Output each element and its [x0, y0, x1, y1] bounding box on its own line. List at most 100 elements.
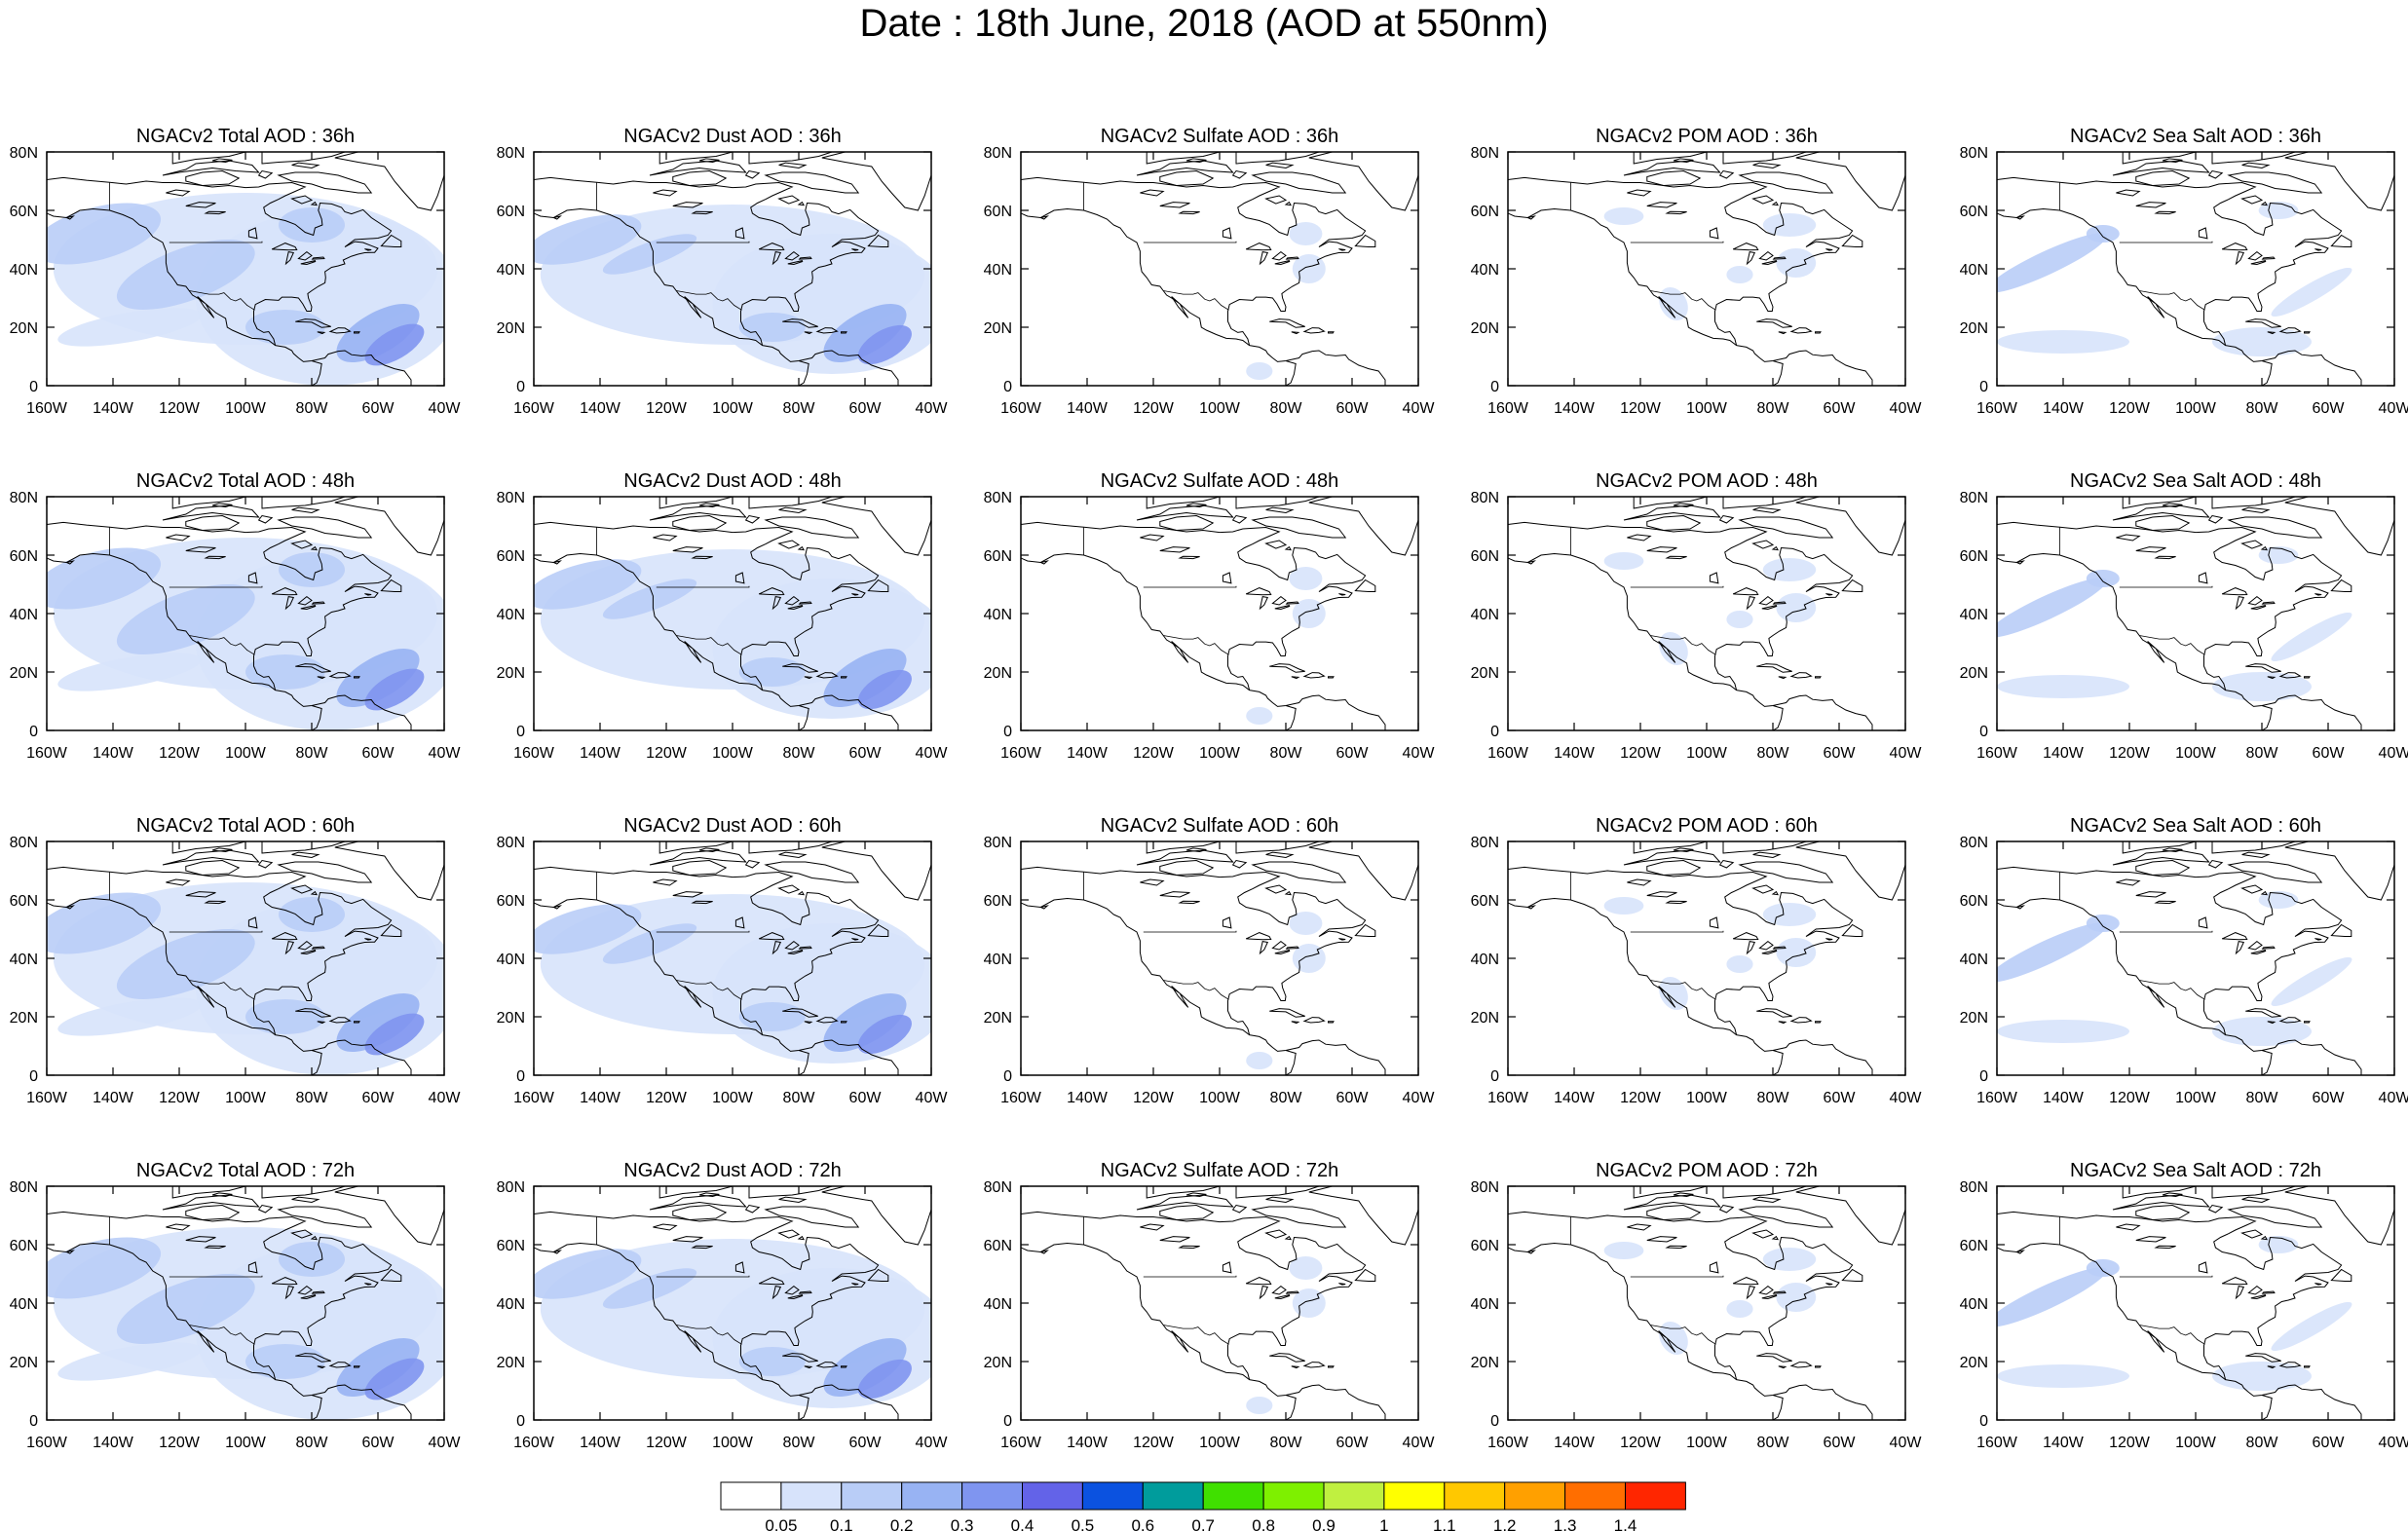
- lon-tick-label: 60W: [1336, 1435, 1370, 1451]
- lon-tick-label: 40W: [1890, 745, 1923, 762]
- lat-tick-label: 40N: [1960, 952, 1988, 968]
- lon-tick-label: 80W: [2246, 1435, 2279, 1451]
- lat-tick-label: 0: [516, 379, 525, 395]
- panel-title: NGACv2 Dust AOD : 72h: [623, 1160, 841, 1181]
- aod-field: [1997, 1236, 2352, 1391]
- lon-tick-label: 140W: [1067, 1435, 1109, 1451]
- lat-tick-label: 20N: [10, 665, 38, 682]
- aod-field: [47, 193, 444, 386]
- map-panel: NGACv2 Sulfate AOD : 72h 160W 140W 120W 100W…: [984, 1160, 1436, 1451]
- panel-title: NGACv2 POM AOD : 72h: [1596, 1160, 1818, 1181]
- lat-tick-label: 20N: [10, 1010, 38, 1027]
- lon-tick-label: 140W: [2043, 1090, 2085, 1106]
- aod-field: [1997, 546, 2352, 701]
- lat-tick-label: 20N: [10, 1355, 38, 1371]
- lon-tick-label: 100W: [712, 1090, 754, 1106]
- lon-tick-label: 100W: [225, 1435, 267, 1451]
- lon-tick-label: 120W: [159, 400, 201, 417]
- lat-tick-label: 60N: [1471, 893, 1499, 910]
- lon-tick-label: 60W: [1824, 400, 1857, 417]
- aod-field: [1246, 567, 1326, 725]
- lat-tick-label: 80N: [10, 145, 38, 162]
- lon-tick-label: 160W: [513, 400, 555, 417]
- lon-tick-label: 160W: [1000, 400, 1042, 417]
- lat-tick-label: 60N: [984, 204, 1012, 220]
- lat-tick-label: 40N: [1471, 1296, 1499, 1313]
- coastlines: [1021, 152, 1418, 386]
- lat-tick-label: 20N: [497, 320, 525, 337]
- lon-tick-label: 160W: [1976, 1435, 2018, 1451]
- aod-field: [47, 882, 444, 1075]
- lon-tick-label: 160W: [1000, 1435, 1042, 1451]
- lon-tick-label: 100W: [1199, 400, 1241, 417]
- lon-tick-label: 60W: [849, 1435, 883, 1451]
- panel-title: NGACv2 Sea Salt AOD : 72h: [2070, 1160, 2321, 1181]
- lon-tick-label: 160W: [26, 1090, 68, 1106]
- aod-field: [1603, 552, 1817, 666]
- lon-tick-label: 160W: [513, 1090, 555, 1106]
- panel-title: NGACv2 Sea Salt AOD : 48h: [2070, 470, 2321, 492]
- aod-field: [1603, 1242, 1817, 1356]
- map-panel: NGACv2 Total AOD : 36h 160W 140W 120W 100W 80…: [10, 126, 462, 417]
- aod-field: [1603, 207, 1817, 321]
- lat-tick-label: 80N: [497, 1179, 525, 1196]
- lat-tick-label: 0: [516, 1413, 525, 1430]
- coastlines: [47, 152, 444, 386]
- aod-field: [534, 894, 931, 1064]
- lat-tick-label: 20N: [1960, 665, 1988, 682]
- lon-tick-label: 40W: [1890, 1435, 1923, 1451]
- lon-tick-label: 40W: [916, 400, 949, 417]
- panel-title: NGACv2 POM AOD : 48h: [1596, 470, 1818, 492]
- lat-tick-label: 0: [516, 724, 525, 740]
- panel-title: NGACv2 POM AOD : 60h: [1596, 815, 1818, 837]
- map-frame: [1020, 496, 1419, 731]
- lat-tick-label: 0: [1979, 1413, 1988, 1430]
- lon-tick-label: 40W: [429, 1090, 462, 1106]
- lon-tick-label: 120W: [1620, 745, 1662, 762]
- lat-tick-label: 0: [1003, 1413, 1012, 1430]
- map-panel: NGACv2 Dust AOD : 48h 160W 140W 120W 100W 80W…: [497, 470, 949, 762]
- lon-tick-label: 60W: [362, 1090, 395, 1106]
- lat-tick-label: 20N: [1960, 1010, 1988, 1027]
- lon-tick-label: 60W: [1336, 1090, 1370, 1106]
- lat-tick-label: 80N: [984, 835, 1012, 851]
- coastlines: [47, 841, 444, 1075]
- lat-tick-label: 20N: [1471, 1010, 1499, 1027]
- lat-tick-label: 80N: [984, 1179, 1012, 1196]
- coastlines: [1508, 152, 1905, 386]
- lon-tick-label: 160W: [1487, 400, 1529, 417]
- map-panel: NGACv2 Sea Salt AOD : 60h 160W 140W 120W 100…: [1960, 815, 2408, 1106]
- lon-tick-label: 100W: [1686, 745, 1728, 762]
- lon-tick-label: 140W: [1067, 745, 1109, 762]
- lat-tick-label: 60N: [497, 1238, 525, 1254]
- lat-tick-label: 0: [1003, 1068, 1012, 1085]
- lon-tick-label: 80W: [783, 400, 816, 417]
- lat-tick-label: 20N: [984, 665, 1012, 682]
- lat-tick-label: 80N: [1471, 145, 1499, 162]
- lon-tick-label: 140W: [580, 1090, 621, 1106]
- panel-title: NGACv2 Sulfate AOD : 36h: [1101, 126, 1339, 147]
- lon-tick-label: 80W: [783, 1090, 816, 1106]
- lat-tick-label: 0: [1490, 1068, 1499, 1085]
- coastlines: [1508, 497, 1905, 730]
- lon-tick-label: 100W: [225, 1090, 267, 1106]
- lat-tick-label: 80N: [10, 1179, 38, 1196]
- lat-tick-label: 80N: [497, 490, 525, 506]
- lon-tick-label: 80W: [296, 745, 329, 762]
- lon-tick-label: 160W: [1487, 1435, 1529, 1451]
- map-panel: NGACv2 Sea Salt AOD : 72h 160W 140W 120W 100…: [1960, 1160, 2408, 1451]
- lon-tick-label: 40W: [2379, 400, 2408, 417]
- panel-title: NGACv2 Sulfate AOD : 60h: [1101, 815, 1339, 837]
- lon-tick-label: 40W: [1403, 400, 1436, 417]
- lon-tick-label: 160W: [1000, 1090, 1042, 1106]
- lat-tick-label: 0: [1490, 724, 1499, 740]
- lat-tick-label: 0: [1979, 1068, 1988, 1085]
- lon-tick-label: 80W: [1270, 400, 1303, 417]
- map-panel: NGACv2 Sea Salt AOD : 36h 160W 140W 120W 100…: [1960, 126, 2408, 417]
- lon-tick-label: 80W: [1757, 400, 1790, 417]
- lon-tick-label: 40W: [1403, 1090, 1436, 1106]
- map-panel: NGACv2 POM AOD : 48h 160W 140W 120W 100W 80W 6…: [1471, 470, 1923, 762]
- lon-tick-label: 80W: [1270, 745, 1303, 762]
- lat-tick-label: 20N: [1960, 1355, 1988, 1371]
